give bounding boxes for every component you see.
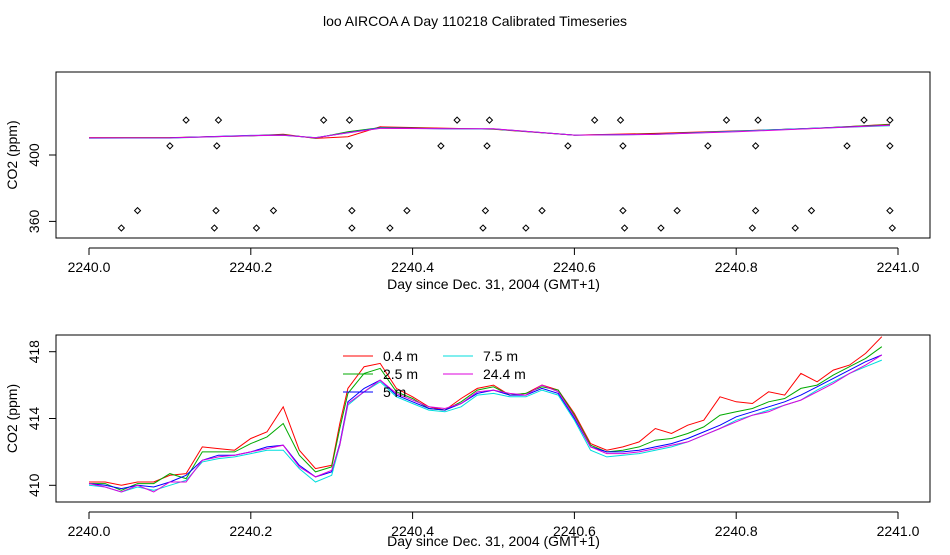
top-panel: 2240.0 2240.2 2240.4 2240.6 2240.8 2241.0 Day …: [4, 71, 931, 292]
plot-frame: [55, 71, 931, 239]
legend-label: 24.4 m: [483, 366, 526, 382]
data-point-marker: [886, 142, 894, 150]
data-point-marker: [886, 206, 894, 215]
x-tick-label: 2240.6: [553, 523, 596, 539]
y-axis-label: CO2 (ppm): [4, 384, 20, 453]
data-point-marker: [117, 224, 126, 232]
series-line-5-m: [88, 354, 882, 490]
chart-title: loo AIRCOA A Day 110218 Calibrated Times…: [323, 13, 627, 29]
data-point-marker: [269, 206, 278, 215]
data-point-marker: [886, 116, 894, 124]
data-point-marker: [252, 224, 261, 232]
data-point-marker: [319, 116, 328, 124]
y-tick-label: 410: [26, 473, 42, 497]
x-axis-label: Day since Dec. 31, 2004 (GMT+1): [387, 533, 600, 549]
x-axis-label: Day since Dec. 31, 2004 (GMT+1): [387, 276, 600, 292]
data-point-marker: [212, 206, 220, 215]
x-tick-label: 2241.0: [877, 523, 920, 539]
x-tick-label: 2241.0: [877, 259, 920, 275]
x-tick-label: 2240.0: [68, 259, 111, 275]
data-point-marker: [748, 224, 757, 232]
data-point-marker: [522, 224, 530, 232]
data-point-marker: [673, 206, 681, 215]
x-tick-label: 2240.4: [391, 259, 434, 275]
data-point-marker: [345, 116, 354, 124]
data-point-marker: [345, 142, 354, 150]
data-point-marker: [722, 116, 731, 124]
data-point-marker: [860, 116, 868, 124]
data-point-marker: [386, 224, 394, 232]
x-tick-label: 2240.2: [229, 259, 272, 275]
data-point-marker: [485, 116, 494, 124]
data-point-marker: [403, 206, 411, 215]
x-tick-label: 2240.2: [229, 523, 272, 539]
y-tick-label: 360: [26, 210, 42, 234]
y-axis: 410 414 418: [26, 340, 57, 497]
data-point-marker: [538, 206, 546, 215]
data-point-marker: [564, 142, 572, 150]
data-point-marker: [619, 142, 627, 150]
x-axis: 2240.0 2240.2 2240.4 2240.6 2240.8 2241.0: [68, 511, 920, 539]
point-markers: [117, 116, 897, 232]
data-point-marker: [619, 206, 627, 215]
legend-label: 7.5 m: [483, 348, 518, 364]
y-axis: 360 400: [26, 143, 57, 234]
series-line-0-4-m: [89, 336, 883, 486]
data-point-marker: [182, 116, 190, 124]
data-point-marker: [620, 224, 629, 232]
data-point-marker: [437, 142, 445, 150]
legend-label: 0.4 m: [383, 348, 418, 364]
series-line-2-5-m: [89, 346, 883, 491]
data-point-marker: [166, 142, 174, 150]
series-line-24-4-m: [89, 124, 890, 139]
data-point-marker: [616, 116, 625, 124]
data-point-marker: [348, 206, 356, 215]
series-line-24-4-m: [88, 354, 883, 493]
data-point-marker: [843, 142, 851, 150]
series-line-5-m: [88, 124, 890, 139]
data-point-marker: [657, 224, 665, 232]
data-point-marker: [704, 142, 712, 150]
series-line-2-5-m: [88, 124, 890, 139]
data-point-marker: [791, 224, 799, 232]
legend: 0.4 m 2.5 m 5 m 7.5 m 24.4 m: [343, 348, 526, 400]
y-tick-label: 418: [26, 340, 42, 364]
data-point-marker: [481, 206, 490, 215]
data-point-marker: [210, 224, 219, 232]
data-point-marker: [751, 142, 760, 150]
x-tick-label: 2240.8: [715, 523, 758, 539]
data-point-marker: [213, 142, 221, 150]
data-point-marker: [133, 206, 142, 215]
x-axis: 2240.0 2240.2 2240.4 2240.6 2240.8 2241.0: [68, 247, 920, 275]
data-point-marker: [751, 206, 760, 215]
series-group: [88, 123, 890, 139]
data-point-marker: [807, 206, 816, 215]
data-point-marker: [483, 142, 491, 150]
y-tick-label: 414: [26, 407, 42, 431]
bottom-panel: 2240.0 2240.2 2240.4 2240.6 2240.8 2241.0 Day …: [4, 334, 931, 549]
data-point-marker: [590, 116, 599, 124]
y-tick-label: 400: [26, 143, 42, 167]
x-tick-label: 2240.6: [553, 259, 596, 275]
series-group: [88, 336, 883, 493]
data-point-marker: [453, 116, 461, 124]
x-tick-label: 2240.0: [68, 523, 111, 539]
data-point-marker: [754, 116, 762, 124]
legend-label: 2.5 m: [383, 366, 418, 382]
data-point-marker: [888, 224, 897, 232]
data-point-marker: [214, 116, 223, 124]
data-point-marker: [479, 224, 487, 232]
x-tick-label: 2240.8: [715, 259, 758, 275]
legend-label: 5 m: [383, 384, 406, 400]
data-point-marker: [348, 224, 356, 232]
y-axis-label: CO2 (ppm): [4, 120, 20, 189]
x-tick-label: 2240.4: [391, 523, 434, 539]
